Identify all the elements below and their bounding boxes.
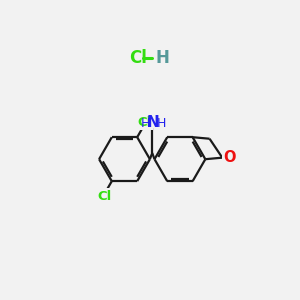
Text: H: H bbox=[155, 49, 169, 67]
Text: N: N bbox=[147, 115, 159, 130]
Text: O: O bbox=[223, 150, 236, 165]
Text: H: H bbox=[157, 117, 166, 130]
Text: Cl: Cl bbox=[137, 116, 151, 129]
Text: Cl: Cl bbox=[129, 49, 147, 67]
Text: H: H bbox=[141, 117, 150, 130]
Text: Cl: Cl bbox=[98, 190, 112, 203]
